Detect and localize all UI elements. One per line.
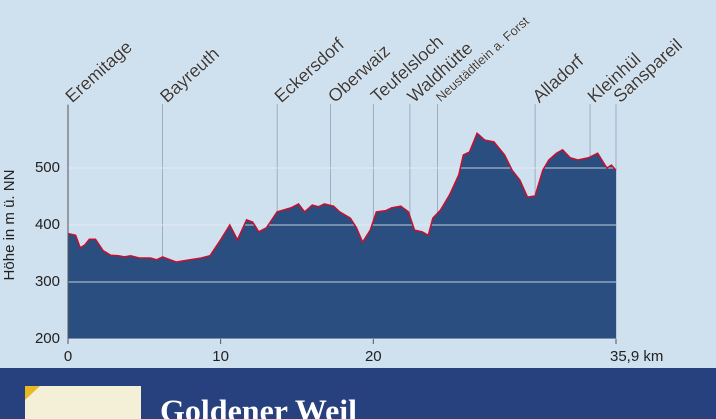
profile-line — [67, 131, 617, 263]
y-tick-label: 400 — [35, 216, 60, 233]
banner-logo — [25, 386, 141, 419]
banner-logo-corner — [25, 386, 40, 400]
x-tick-label: 0 — [64, 348, 72, 365]
y-tick-label: 200 — [35, 330, 60, 347]
x-tick-label: 35,9 km — [610, 348, 663, 365]
x-tick-label: 20 — [365, 348, 382, 365]
area — [68, 133, 616, 339]
x-tick-label: 10 — [212, 348, 229, 365]
y-tick-label: 300 — [35, 273, 60, 290]
y-axis-label: Höhe in m ü. NN — [1, 170, 18, 281]
y-tick-label: 500 — [35, 159, 60, 176]
banner-title: Goldener Weil — [160, 392, 357, 419]
